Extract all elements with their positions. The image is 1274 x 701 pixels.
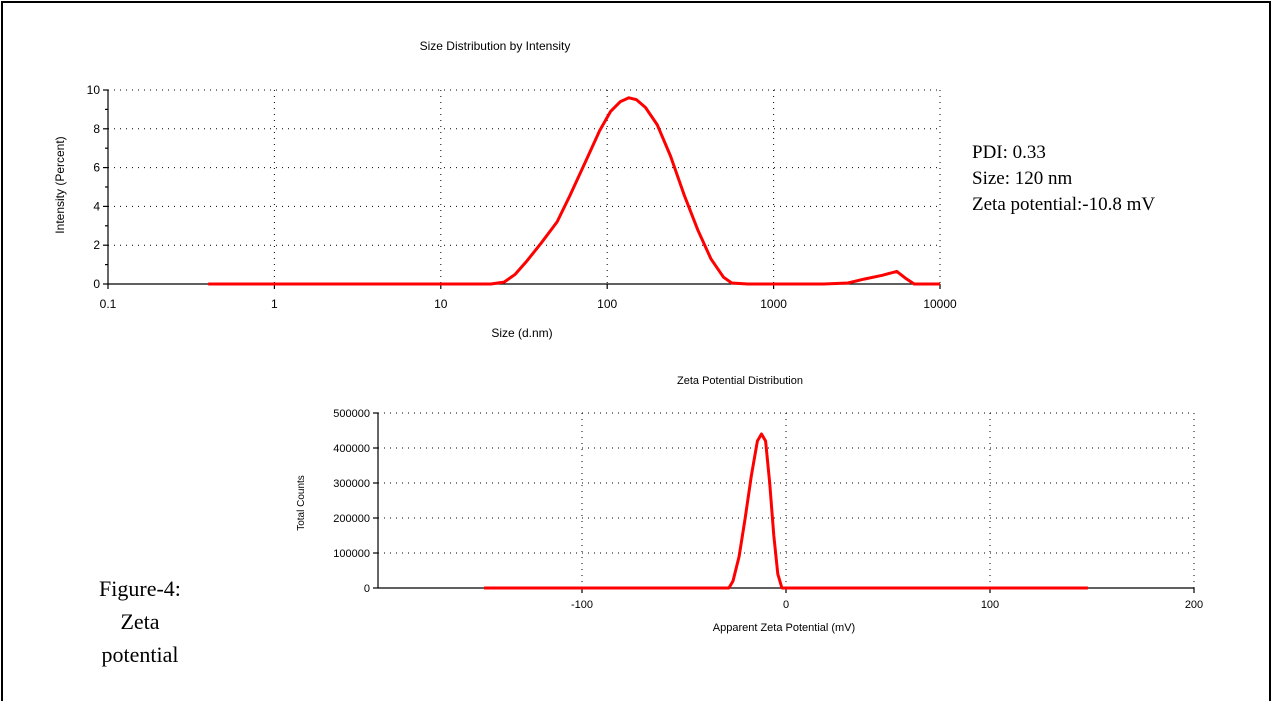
figure-caption: Figure-4: Zeta potential — [60, 572, 220, 671]
c2-x-tick-label: 0 — [783, 599, 789, 611]
c1-y-tick-label: 8 — [93, 122, 100, 136]
c1-x-tick-label: 10 — [434, 297, 448, 311]
c1-y-tick-label: 10 — [87, 83, 101, 97]
zeta-distribution-chart: Zeta Potential Distribution -100 0 100 200 … — [296, 375, 1203, 634]
c2-y-tick-label: 0 — [364, 583, 370, 595]
size-chart-axes — [103, 89, 941, 289]
zeta-chart-title: Zeta Potential Distribution — [677, 375, 803, 387]
caption-line-1: Figure-4: — [99, 576, 181, 601]
zeta-chart-grid — [377, 412, 1195, 588]
c1-y-tick-label: 2 — [93, 238, 100, 252]
size-chart-x-ticks: 0.1 1 10 100 1000 10000 — [100, 297, 957, 311]
results-annotation: PDI: 0.33 Size: 120 nm Zeta potential:-1… — [972, 140, 1155, 218]
size-distribution-series-line — [208, 96, 940, 286]
size-text: Size: 120 nm — [972, 168, 1073, 189]
zeta-chart-x-label: Apparent Zeta Potential (mV) — [713, 622, 855, 634]
size-chart-grid — [108, 89, 941, 284]
size-chart-x-label: Size (d.nm) — [491, 326, 552, 340]
zeta-chart-axes — [373, 412, 1195, 593]
zeta-chart-y-label: Total Counts — [296, 475, 307, 531]
c2-y-tick-label: 300000 — [333, 478, 370, 490]
zeta-text: Zeta potential:-10.8 mV — [972, 194, 1156, 215]
c1-x-tick-label: 0.1 — [100, 297, 117, 311]
c2-x-tick-label: 200 — [1185, 599, 1203, 611]
c1-x-tick-label: 1 — [271, 297, 278, 311]
zeta-chart-x-ticks: -100 0 100 200 — [571, 599, 1203, 611]
c2-x-tick-label: 100 — [981, 599, 999, 611]
pdi-text: PDI: 0.33 — [972, 142, 1046, 163]
c1-x-tick-label: 1000 — [760, 297, 787, 311]
c1-y-tick-label: 0 — [93, 277, 100, 291]
zeta-chart-y-ticks: 0 100000 200000 300000 400000 500000 — [333, 408, 370, 595]
c2-y-tick-label: 200000 — [333, 513, 370, 525]
size-chart-y-label: Intensity (Percent) — [53, 136, 67, 233]
caption-line-3: potential — [101, 642, 179, 667]
c1-y-tick-label: 4 — [93, 199, 100, 213]
c2-y-tick-label: 400000 — [333, 443, 370, 455]
c2-y-tick-label: 500000 — [333, 408, 370, 420]
c2-x-tick-label: -100 — [571, 599, 593, 611]
caption-line-2: Zeta — [120, 609, 160, 634]
zeta-distribution-series-line — [484, 432, 1088, 590]
c2-y-tick-label: 100000 — [333, 548, 370, 560]
size-distribution-chart: Size Distribution by Intensity 0.1 1 10 100… — [53, 39, 957, 340]
c1-x-tick-label: 100 — [597, 297, 617, 311]
size-chart-title: Size Distribution by Intensity — [420, 39, 571, 53]
c1-x-tick-label: 10000 — [923, 297, 957, 311]
c1-y-tick-label: 6 — [93, 161, 100, 175]
size-chart-y-ticks: 0 2 4 6 8 10 — [87, 83, 101, 291]
